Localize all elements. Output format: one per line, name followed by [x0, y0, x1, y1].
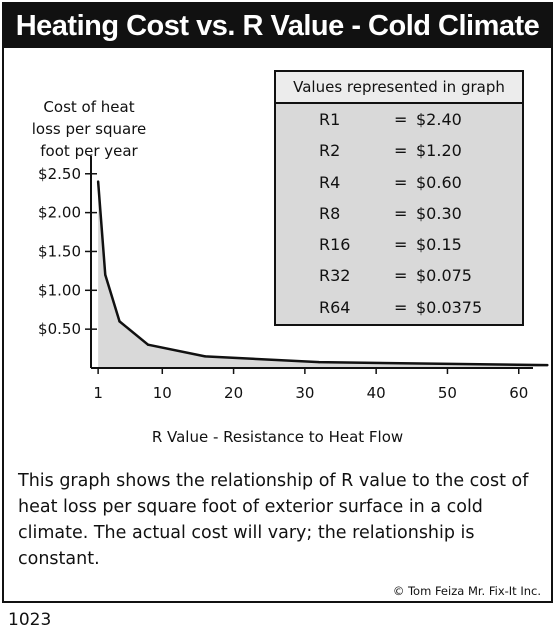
description-text: This graph shows the relationship of R v…: [18, 471, 529, 569]
series-line: [96, 181, 549, 367]
x-axis-label: R Value - Resistance to Heat Flow: [151, 428, 404, 446]
x-tick-label: 10: [153, 384, 172, 402]
values-row-label: R4: [319, 172, 341, 192]
y-axis-label-line-1: Cost of heat: [43, 98, 135, 116]
y-tick-label: $2.50: [38, 165, 81, 183]
values-table: Values represented in graph R1 = $2.40 R…: [274, 70, 524, 326]
values-row-value: $1.20: [416, 141, 462, 161]
data-point: [317, 360, 321, 364]
x-tick-label: 30: [295, 384, 314, 402]
figure-number: 1023: [8, 610, 52, 630]
values-table-heading: Values represented in graph: [276, 72, 522, 104]
y-tick-label: $1.00: [38, 281, 81, 299]
values-row-equals: =: [394, 110, 408, 129]
values-row-label: R64: [319, 297, 351, 317]
data-point: [118, 320, 121, 323]
values-row-r4: R4 = $0.60: [276, 167, 522, 198]
values-row-value: $2.40: [416, 110, 462, 129]
x-tick-label: 50: [438, 384, 457, 402]
y-axis-label: Cost of heat loss per square foot per ye…: [24, 96, 154, 162]
values-row-r32: R32 = $0.075: [276, 260, 522, 291]
y-tick-label: $1.50: [38, 242, 81, 260]
y-axis-label-line-2: loss per square: [31, 120, 147, 138]
values-row-equals: =: [394, 172, 408, 192]
values-row-label: R16: [319, 235, 351, 255]
y-tick-label: $0.50: [38, 320, 81, 338]
values-row-r8: R8 = $0.30: [276, 198, 522, 229]
data-point: [104, 273, 107, 276]
values-row-equals: =: [394, 141, 408, 161]
data-point: [546, 363, 549, 367]
values-row-value: $0.30: [416, 203, 462, 223]
values-row-value: $0.15: [416, 235, 462, 255]
x-tick-label: 20: [224, 384, 243, 402]
values-row-r1: R1 = $2.40: [276, 104, 522, 135]
data-point: [146, 343, 150, 346]
values-row-value: $0.0375: [416, 297, 483, 317]
y-axis-label-line-3: foot per year: [40, 142, 138, 160]
values-row-label: R8: [319, 203, 341, 223]
x-tick-label: 40: [367, 384, 386, 402]
values-row-label: R1: [319, 110, 341, 129]
values-row-r16: R16 = $0.15: [276, 229, 522, 260]
values-row-label: R2: [319, 141, 341, 161]
x-tick-label: 60: [509, 384, 528, 402]
values-row-equals: =: [394, 297, 408, 317]
area-fill: [98, 181, 548, 368]
values-row-value: $0.60: [416, 172, 462, 192]
data-point: [203, 355, 207, 358]
copyright-credit: © Tom Feiza Mr. Fix-It Inc.: [392, 584, 541, 598]
values-row-label: R32: [319, 266, 351, 286]
values-row-equals: =: [394, 266, 408, 286]
figure-frame: Heating Cost vs. R Value - Cold Climate …: [2, 2, 553, 603]
values-row-value: $0.075: [416, 266, 472, 286]
values-row-r2: R2 = $1.20: [276, 135, 522, 166]
values-row-r64: R64 = $0.0375: [276, 292, 522, 323]
x-tick-label: 1: [93, 384, 103, 402]
values-row-equals: =: [394, 203, 408, 223]
chart-title: Heating Cost vs. R Value - Cold Climate: [4, 4, 551, 48]
data-point: [96, 180, 100, 183]
values-row-equals: =: [394, 235, 408, 255]
y-tick-label: $2.00: [38, 204, 81, 222]
